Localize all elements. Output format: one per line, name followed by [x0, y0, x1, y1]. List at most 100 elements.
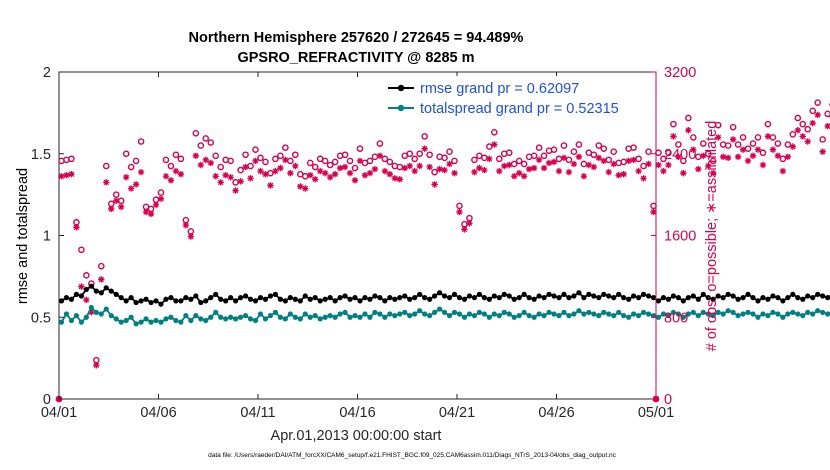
- data-point-assimilated: [580, 173, 588, 180]
- x-tick-label: 04/26: [538, 405, 574, 421]
- data-point-rmse: [720, 295, 726, 301]
- legend: rmse grand pr = 0.62097 totalspread gran…: [386, 76, 619, 118]
- data-point-assimilated: [764, 133, 772, 140]
- data-point-assimilated: [396, 176, 403, 183]
- data-point-spread: [387, 311, 393, 317]
- data-point-rmse: [257, 295, 264, 301]
- data-point-rmse: [556, 295, 562, 301]
- data-point-assimilated: [789, 143, 797, 150]
- data-point-rmse: [178, 298, 184, 304]
- data-point-assimilated: [182, 222, 190, 229]
- data-point-rmse: [382, 298, 388, 304]
- data-point-spread: [546, 309, 552, 315]
- data-point-spread: [705, 311, 711, 317]
- data-point-spread: [247, 316, 254, 322]
- y-left-tick-label: 1: [43, 229, 51, 245]
- data-point-assimilated: [401, 164, 408, 172]
- data-point-rmse: [297, 298, 303, 304]
- data-point-assimilated: [207, 159, 214, 167]
- data-point-spread: [466, 311, 473, 317]
- data-point-possible: [819, 136, 826, 143]
- data-point-assimilated: [331, 170, 339, 178]
- data-point-assimilated: [262, 170, 269, 178]
- data-point-possible: [685, 114, 692, 122]
- data-point-spread: [412, 311, 418, 317]
- data-point-assimilated: [212, 173, 219, 180]
- data-point-possible: [645, 148, 652, 156]
- data-point-assimilated: [486, 155, 493, 163]
- data-point-rmse: [287, 295, 293, 301]
- data-point-spread: [417, 308, 423, 314]
- data-point-assimilated: [729, 136, 737, 143]
- data-point-possible: [555, 155, 563, 163]
- data-point-assimilated: [122, 174, 130, 181]
- data-point-assimilated: [227, 174, 234, 181]
- y-left-tick-label: 0.5: [31, 310, 51, 326]
- data-point-rmse: [357, 298, 363, 304]
- data-point-rmse: [491, 293, 497, 299]
- data-point-spread: [267, 313, 274, 319]
- data-point-spread: [397, 311, 403, 317]
- data-point-rmse: [342, 293, 348, 299]
- data-point-spread: [427, 313, 433, 319]
- data-point-spread: [566, 313, 572, 319]
- data-point-rmse: [506, 293, 512, 299]
- data-point-assimilated: [461, 226, 468, 233]
- data-point-assimilated: [695, 165, 702, 173]
- data-point-assimilated: [511, 173, 518, 180]
- x-tick-label: 05/01: [638, 405, 674, 421]
- data-point-assimilated: [799, 133, 806, 140]
- data-point-assimilated: [277, 164, 284, 172]
- data-point-possible: [371, 153, 379, 161]
- data-point-assimilated: [351, 177, 359, 184]
- data-point-assimilated: [491, 141, 498, 148]
- x-axis-label: Apr.01,2013 00:00:00 start: [271, 428, 442, 444]
- data-point-possible: [560, 142, 568, 149]
- data-point-rmse: [461, 296, 468, 302]
- data-point-possible: [416, 150, 423, 158]
- data-point-spread: [63, 311, 70, 317]
- data-point-assimilated: [232, 187, 239, 194]
- data-point-rmse: [675, 295, 681, 301]
- data-point-rmse: [700, 291, 706, 297]
- data-point-spread: [501, 309, 507, 315]
- data-point-rmse: [108, 288, 114, 294]
- data-point-spread: [58, 319, 65, 325]
- data-point-spread: [307, 314, 313, 320]
- data-point-assimilated: [540, 164, 548, 172]
- data-point-assimilated: [690, 146, 697, 153]
- data-point-rmse: [825, 295, 830, 301]
- data-point-rmse: [73, 291, 80, 297]
- data-point-assimilated: [600, 157, 607, 165]
- data-point-assimilated: [406, 162, 413, 170]
- data-point-assimilated: [416, 162, 423, 170]
- data-point-assimilated: [326, 174, 334, 181]
- data-point-possible: [550, 146, 558, 153]
- data-point-assimilated: [58, 173, 65, 180]
- data-point-possible: [282, 144, 289, 151]
- data-point-spread: [183, 313, 189, 319]
- data-point-assimilated: [436, 165, 443, 173]
- data-point-possible: [247, 162, 254, 170]
- data-point-spread: [606, 311, 612, 317]
- data-point-assimilated: [63, 172, 70, 179]
- data-point-possible: [481, 154, 488, 162]
- data-point-spread: [596, 313, 602, 319]
- data-point-rmse: [133, 299, 139, 306]
- data-point-spread: [695, 313, 701, 319]
- data-point-spread: [591, 311, 597, 317]
- data-point-assimilated: [411, 167, 418, 175]
- data-point-spread: [173, 317, 179, 324]
- data-point-assimilated: [456, 208, 463, 216]
- data-point-assimilated: [660, 167, 667, 175]
- data-point-spread: [213, 309, 219, 315]
- data-point-rmse: [208, 295, 214, 301]
- data-point-spread: [422, 311, 428, 317]
- data-point-rmse: [745, 291, 751, 297]
- data-point-spread: [770, 309, 776, 315]
- data-point-possible: [680, 157, 687, 165]
- data-point-assimilated: [719, 153, 727, 161]
- data-point-rmse: [611, 295, 617, 301]
- data-point-rmse: [367, 296, 373, 302]
- data-point-possible: [212, 152, 220, 160]
